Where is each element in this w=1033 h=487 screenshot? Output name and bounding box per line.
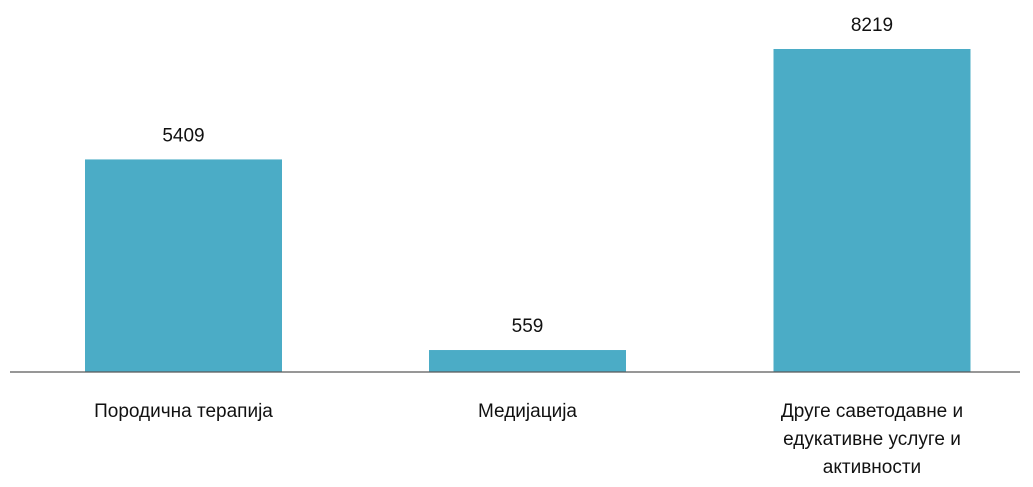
bar-0 bbox=[85, 159, 282, 372]
value-label-1: 559 bbox=[512, 316, 544, 337]
bars-group bbox=[85, 49, 971, 372]
category-label-2-line-2: активности bbox=[823, 457, 921, 478]
category-label-2-line-1: едукативне услуге и bbox=[783, 429, 961, 450]
category-label-2-line-0: Друге саветодавне и bbox=[781, 401, 963, 422]
bar-1 bbox=[429, 350, 626, 372]
value-label-2: 8219 bbox=[851, 15, 893, 36]
category-labels-group: Породична терапија Медијација Друге савето… bbox=[94, 401, 963, 478]
value-labels-group: 5409 559 8219 bbox=[162, 15, 893, 337]
category-label-1-line-0: Медијација bbox=[478, 401, 577, 422]
category-label-0-line-0: Породична терапија bbox=[94, 401, 273, 422]
bar-2 bbox=[773, 49, 971, 372]
value-label-0: 5409 bbox=[162, 125, 204, 146]
